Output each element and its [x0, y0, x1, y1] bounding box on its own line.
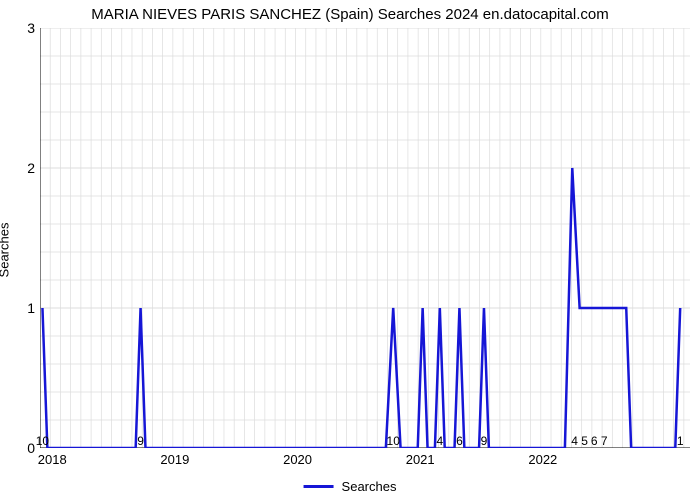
plot-area	[40, 28, 690, 448]
y-axis-label: Searches	[0, 223, 12, 278]
x-tick-label: 2020	[283, 452, 312, 467]
chart-legend: Searches	[304, 479, 397, 494]
x-tick-label: 2022	[528, 452, 557, 467]
searches-chart: MARIA NIEVES PARIS SANCHEZ (Spain) Searc…	[0, 0, 700, 500]
value-label: 6 7	[591, 434, 608, 448]
value-label: 10	[387, 434, 400, 448]
value-label: 6	[456, 434, 463, 448]
y-tick-label: 0	[27, 440, 35, 456]
value-label: 4	[436, 434, 443, 448]
legend-label: Searches	[342, 479, 397, 494]
value-label: 9	[481, 434, 488, 448]
y-tick-label: 3	[27, 20, 35, 36]
legend-swatch	[304, 485, 334, 488]
value-label: 4 5	[571, 434, 588, 448]
value-label: 1	[677, 434, 684, 448]
x-tick-label: 2018	[38, 452, 67, 467]
x-tick-label: 2019	[160, 452, 189, 467]
value-label: 10	[36, 434, 49, 448]
x-tick-label: 2021	[406, 452, 435, 467]
chart-title: MARIA NIEVES PARIS SANCHEZ (Spain) Searc…	[0, 6, 700, 23]
value-label: 9	[137, 434, 144, 448]
y-tick-label: 2	[27, 160, 35, 176]
y-tick-label: 1	[27, 300, 35, 316]
